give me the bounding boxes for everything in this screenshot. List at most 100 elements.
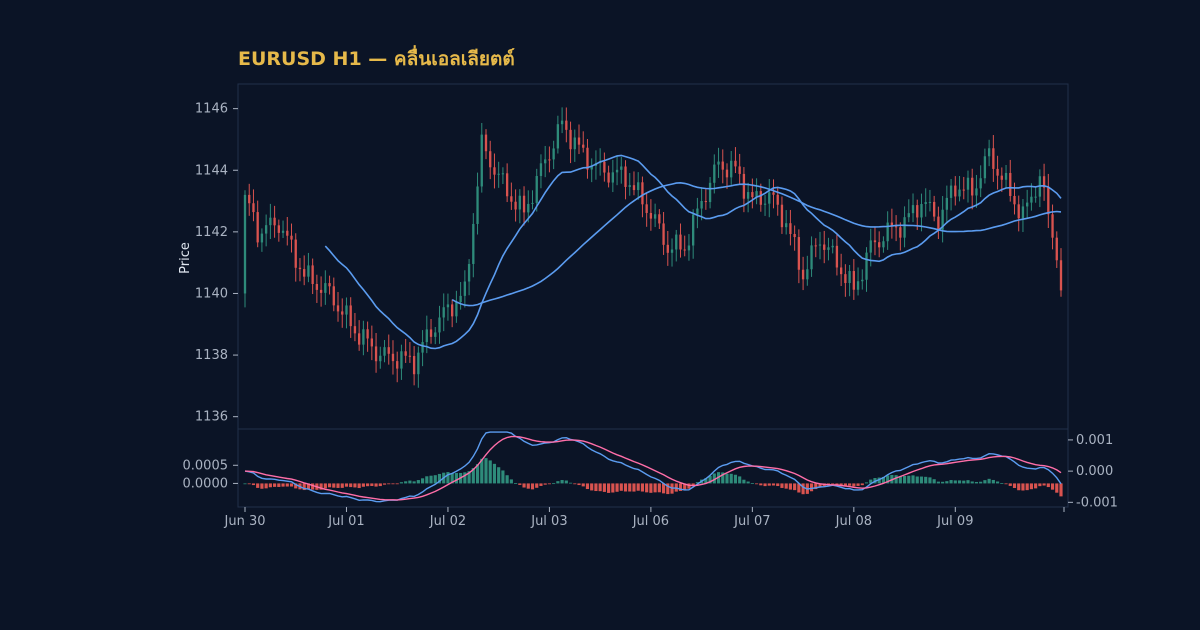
- macd-hist-bar-1: [247, 483, 251, 485]
- candle-body-104: [683, 249, 686, 251]
- macd-hist-bar-70: [539, 483, 543, 486]
- candle-body-159: [916, 205, 919, 218]
- macd-hist-bar-30: [370, 483, 374, 487]
- candle-body-149: [873, 240, 877, 243]
- macd-hist-bar-87: [611, 483, 615, 493]
- candle-body-43: [425, 329, 428, 343]
- ma-50-line: [451, 181, 1062, 307]
- macd-hist-bar-134: [809, 483, 814, 492]
- x-tick-label-4: Jul 06: [632, 514, 669, 529]
- macd-hist-bar-64: [514, 483, 518, 484]
- candle-body-175: [983, 156, 987, 179]
- candle-body-54: [472, 223, 475, 264]
- macd-hist-bar-168: [953, 480, 957, 484]
- candle-body-59: [493, 167, 496, 175]
- candle-body-89: [620, 166, 623, 170]
- macd-hist-bar-119: [746, 481, 750, 484]
- macd-hist-bar-77: [568, 482, 573, 484]
- candle-body-18: [319, 289, 323, 293]
- candle-body-143: [848, 271, 851, 284]
- macd-hist-bar-69: [535, 483, 539, 488]
- macd-hist-bar-52: [463, 472, 467, 484]
- macd-hist-bar-125: [771, 483, 776, 486]
- macd-hist-bar-33: [382, 483, 387, 485]
- candle-body-133: [806, 269, 809, 280]
- macd-hist-bar-12: [294, 483, 298, 489]
- candle-body-115: [730, 160, 733, 178]
- candle-body-52: [463, 281, 467, 296]
- macd-hist-bar-6: [268, 483, 272, 488]
- candle-body-81: [586, 147, 589, 170]
- macd-hist-bar-49: [450, 473, 454, 484]
- macd-hist-bar-131: [797, 483, 801, 493]
- macd-hist-bar-100: [666, 483, 670, 495]
- price-tick-label-3: 1142: [195, 225, 228, 240]
- candle-body-150: [878, 242, 881, 248]
- candle-body-49: [451, 304, 454, 317]
- candle-body-178: [996, 168, 999, 176]
- price-tick-label-4: 1144: [195, 163, 228, 178]
- candle-body-55: [476, 186, 479, 224]
- candle-body-50: [455, 302, 458, 317]
- candle-body-110: [708, 182, 712, 203]
- candle-body-112: [717, 161, 720, 165]
- macd-hist-bar-26: [353, 483, 357, 488]
- macd-hist-bar-62: [505, 475, 509, 484]
- candle-body-182: [1013, 195, 1016, 205]
- macd-hist-bar-10: [285, 483, 289, 487]
- candle-body-174: [979, 178, 982, 189]
- macd-hist-bar-88: [615, 483, 619, 492]
- candle-body-168: [954, 185, 957, 197]
- candle-body-73: [552, 148, 555, 160]
- candle-body-35: [391, 353, 395, 362]
- candle-body-135: [814, 245, 817, 247]
- macd-hist-bar-71: [543, 483, 547, 485]
- candle-body-71: [544, 159, 547, 164]
- price-panel: [237, 83, 1069, 430]
- macd-hist-bar-81: [585, 483, 590, 490]
- candle-body-74: [556, 124, 560, 149]
- macd-hist-bar-193: [1059, 483, 1063, 497]
- candle-body-80: [582, 144, 585, 148]
- macd-hist-bar-107: [695, 482, 699, 484]
- macd-hist-bar-118: [742, 479, 746, 484]
- candle-body-116: [734, 160, 737, 167]
- candle-body-17: [315, 283, 319, 290]
- macd-hist-bar-191: [1050, 483, 1055, 490]
- candle-body-85: [603, 161, 606, 173]
- macd-hist-bar-8: [277, 483, 281, 487]
- candle-body-138: [827, 247, 830, 250]
- macd-hist-bar-141: [839, 483, 843, 486]
- candle-body-146: [861, 279, 864, 282]
- candle-body-166: [945, 197, 949, 210]
- macd-hist-bar-121: [755, 483, 759, 485]
- candle-body-152: [886, 222, 889, 242]
- macd-hist-bar-192: [1055, 483, 1059, 493]
- candle-body-97: [653, 214, 657, 219]
- candle-body-92: [632, 185, 636, 191]
- candle-body-95: [645, 204, 648, 213]
- candle-body-24: [345, 305, 348, 315]
- candle-body-22: [336, 305, 340, 312]
- macd-hist-bar-179: [1000, 483, 1004, 484]
- macd-hist-bar-148: [869, 479, 873, 484]
- candle-body-181: [1009, 172, 1012, 196]
- macd-hist-bar-145: [856, 483, 860, 486]
- macd-hist-bar-160: [919, 476, 924, 484]
- candle-body-40: [412, 356, 416, 375]
- candle-body-42: [421, 342, 424, 353]
- price-tick-label-2: 1140: [195, 286, 228, 301]
- macd-hist-bar-59: [492, 463, 497, 484]
- candle-body-140: [835, 245, 839, 268]
- candle-body-186: [1030, 196, 1033, 203]
- candle-body-111: [713, 164, 716, 183]
- candle-body-109: [704, 200, 708, 203]
- candle-body-30: [370, 338, 374, 347]
- candle-body-20: [328, 283, 331, 287]
- macd-hist-bar-94: [640, 483, 645, 492]
- candle-body-44: [429, 329, 433, 337]
- candle-body-64: [514, 201, 517, 210]
- macd-hist-bar-90: [623, 483, 628, 492]
- candle-body-53: [467, 263, 471, 282]
